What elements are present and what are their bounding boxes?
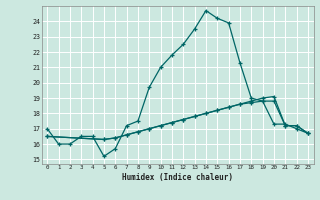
X-axis label: Humidex (Indice chaleur): Humidex (Indice chaleur) xyxy=(122,173,233,182)
